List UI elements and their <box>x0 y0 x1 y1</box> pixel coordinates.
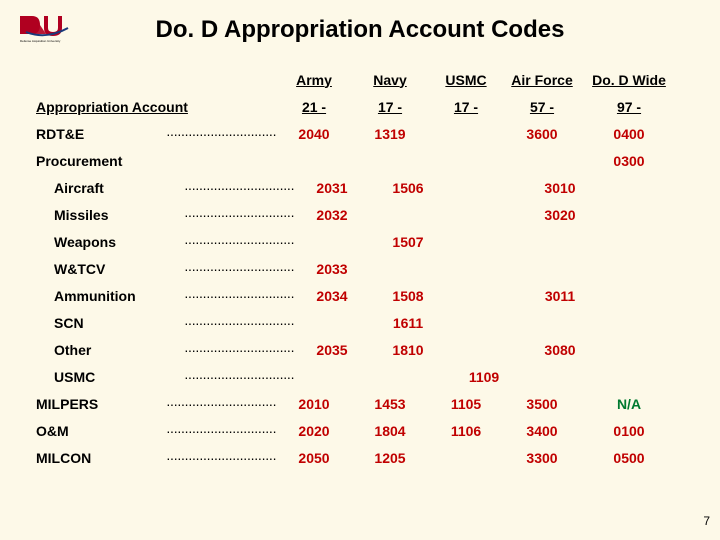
table: Army Navy USMC Air Force Do. D Wide Appr… <box>36 66 686 471</box>
row-label: W&TCV <box>36 261 184 277</box>
cell-navy: 1205 <box>352 450 428 466</box>
leader-dots: ································ <box>184 288 294 304</box>
cell-navy: 1453 <box>352 396 428 412</box>
row-label: USMC <box>36 369 184 385</box>
cell-dod: 0400 <box>580 126 678 142</box>
cell-navy: 1506 <box>370 180 446 196</box>
table-row: MILPERS································2… <box>36 390 686 417</box>
cell-af: 3300 <box>504 450 580 466</box>
cell-army: 2033 <box>294 261 370 277</box>
cell-usmc: 1109 <box>446 369 522 385</box>
af-prefix: 57 - <box>504 99 580 115</box>
table-row: Other································203… <box>36 336 686 363</box>
cell-af: 3020 <box>522 207 598 223</box>
table-row: Procurement 0300 <box>36 147 686 174</box>
cell-navy: 1507 <box>370 234 446 250</box>
table-row: W&TCV································203… <box>36 255 686 282</box>
dod-prefix: 97 - <box>580 99 678 115</box>
cell-af: 3010 <box>522 180 598 196</box>
cell-dod: 0100 <box>580 423 678 439</box>
cell-af: 3400 <box>504 423 580 439</box>
cell-army: 2034 <box>294 288 370 304</box>
row-label: MILCON <box>36 450 166 466</box>
row-label: Procurement <box>36 153 166 169</box>
navy-prefix: 17 - <box>352 99 428 115</box>
cell-dod: 0300 <box>580 153 678 169</box>
cell-army: 2020 <box>276 423 352 439</box>
col-header-army: Army <box>276 72 352 88</box>
table-row: Weapons································ 1… <box>36 228 686 255</box>
cell-usmc: 1106 <box>428 423 504 439</box>
row-label: Ammunition <box>36 288 184 304</box>
table-row: O&M································20201… <box>36 417 686 444</box>
leader-dots: ································ <box>184 369 294 385</box>
col-header-navy: Navy <box>352 72 428 88</box>
cell-af: 3600 <box>504 126 580 142</box>
leader-dots: ································ <box>166 396 276 412</box>
cell-usmc: 1105 <box>428 396 504 412</box>
army-prefix: 21 - <box>276 99 352 115</box>
table-row: Ammunition······························… <box>36 282 686 309</box>
leader-dots: ································ <box>166 126 276 142</box>
row-label: Weapons <box>36 234 184 250</box>
col-header-dodwide: Do. D Wide <box>580 72 678 88</box>
table-row: USMC································ 1109 <box>36 363 686 390</box>
table-row: Aircraft································… <box>36 174 686 201</box>
header-row: Army Navy USMC Air Force Do. D Wide <box>36 66 686 93</box>
cell-navy: 1804 <box>352 423 428 439</box>
cell-navy: 1810 <box>370 342 446 358</box>
leader-dots: ································ <box>184 180 294 196</box>
leader-dots: ································ <box>184 234 294 250</box>
cell-army: 2040 <box>276 126 352 142</box>
cell-af: 3080 <box>522 342 598 358</box>
cell-af: 3500 <box>504 396 580 412</box>
cell-army: 2010 <box>276 396 352 412</box>
table-row: MILCON································20… <box>36 444 686 471</box>
cell-dod: 0500 <box>580 450 678 466</box>
leader-dots: ································ <box>166 450 276 466</box>
cell-navy: 1508 <box>370 288 446 304</box>
col-header-airforce: Air Force <box>504 72 580 88</box>
cell-army: 2035 <box>294 342 370 358</box>
row-label: Other <box>36 342 184 358</box>
cell-navy: 1319 <box>352 126 428 142</box>
leader-dots: ································ <box>184 207 294 223</box>
cell-af: 3011 <box>522 288 598 304</box>
cell-army: 2050 <box>276 450 352 466</box>
table-row: Missiles································… <box>36 201 686 228</box>
row-label: Missiles <box>36 207 184 223</box>
cell-army: 2032 <box>294 207 370 223</box>
row-label: MILPERS <box>36 396 166 412</box>
cell-dod: N/A <box>580 396 678 412</box>
cell-navy: 1611 <box>370 315 446 331</box>
table-row: RDT&E································204… <box>36 120 686 147</box>
account-prefix-row: Appropriation Account 21 - 17 - 17 - 57 … <box>36 93 686 120</box>
table-row: SCN································ 1611 <box>36 309 686 336</box>
appropriation-account-label: Appropriation Account <box>36 99 276 115</box>
row-label: SCN <box>36 315 184 331</box>
leader-dots: ································ <box>184 315 294 331</box>
row-label: RDT&E <box>36 126 166 142</box>
leader-dots: ································ <box>166 423 276 439</box>
slide-title: Do. D Appropriation Account Codes <box>0 16 720 44</box>
cell-army: 2031 <box>294 180 370 196</box>
row-label: O&M <box>36 423 166 439</box>
col-header-usmc: USMC <box>428 72 504 88</box>
leader-dots: ································ <box>184 261 294 277</box>
usmc-prefix: 17 - <box>428 99 504 115</box>
leader-dots: ································ <box>184 342 294 358</box>
slide-number: 7 <box>703 514 710 528</box>
row-label: Aircraft <box>36 180 184 196</box>
